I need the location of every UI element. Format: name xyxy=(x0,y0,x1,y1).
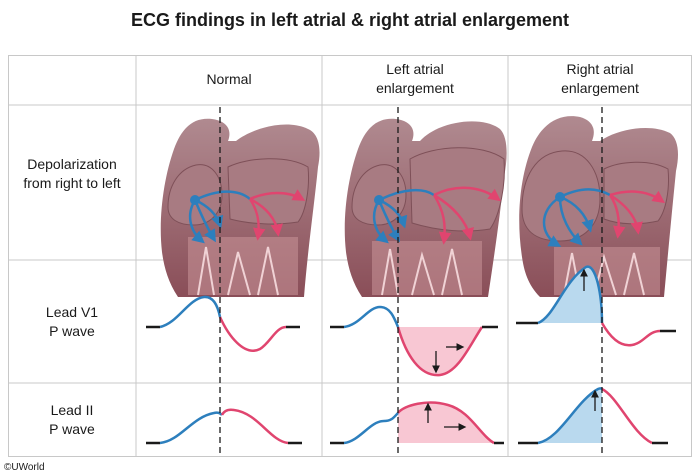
lead-v1-rae-waveform xyxy=(516,265,676,347)
column-header-normal: Normal xyxy=(136,70,322,89)
column-header-lae-line-2: enlargement xyxy=(376,80,454,96)
reference-dashed-lines xyxy=(219,107,603,453)
row-header-lead-ii-line-1: Lead II xyxy=(50,402,94,418)
row-header-depolarization: Depolarization from right to left xyxy=(8,155,136,193)
lead-v1-normal-waveform xyxy=(146,295,300,352)
row-header-lead-v1: Lead V1 P wave xyxy=(8,303,136,341)
row-header-lead-ii: Lead II P wave xyxy=(8,401,136,439)
lead-v1-lae-waveform xyxy=(330,305,498,377)
row-header-lead-v1-line-2: P wave xyxy=(49,323,95,339)
copyright-notice: ©UWorld xyxy=(4,462,45,473)
heart-illustration-left-atrial-enlargement xyxy=(344,118,507,297)
column-header-left-atrial-enlargement: Left atrial enlargement xyxy=(322,60,508,98)
heart-illustration-right-atrial-enlargement xyxy=(519,116,678,297)
row-header-depolarization-line-2: from right to left xyxy=(23,175,121,191)
ecg-table xyxy=(8,55,692,457)
row-header-lead-v1-line-1: Lead V1 xyxy=(45,304,99,320)
column-header-rae-line-2: enlargement xyxy=(561,80,639,96)
column-header-rae-line-1: Right atrial xyxy=(566,61,634,77)
lead-ii-normal-waveform xyxy=(146,408,302,445)
column-header-lae-line-1: Left atrial xyxy=(386,61,444,77)
heart-illustration-normal xyxy=(160,118,320,297)
column-header-normal-line: Normal xyxy=(206,71,252,87)
lead-ii-rae-waveform xyxy=(518,387,668,445)
column-header-right-atrial-enlargement: Right atrial enlargement xyxy=(508,60,692,98)
row-header-depolarization-line-1: Depolarization xyxy=(27,156,117,172)
row-header-lead-ii-line-2: P wave xyxy=(49,421,95,437)
figure-title: ECG findings in left atrial & right atri… xyxy=(130,10,570,30)
lead-ii-lae-waveform xyxy=(330,401,504,445)
